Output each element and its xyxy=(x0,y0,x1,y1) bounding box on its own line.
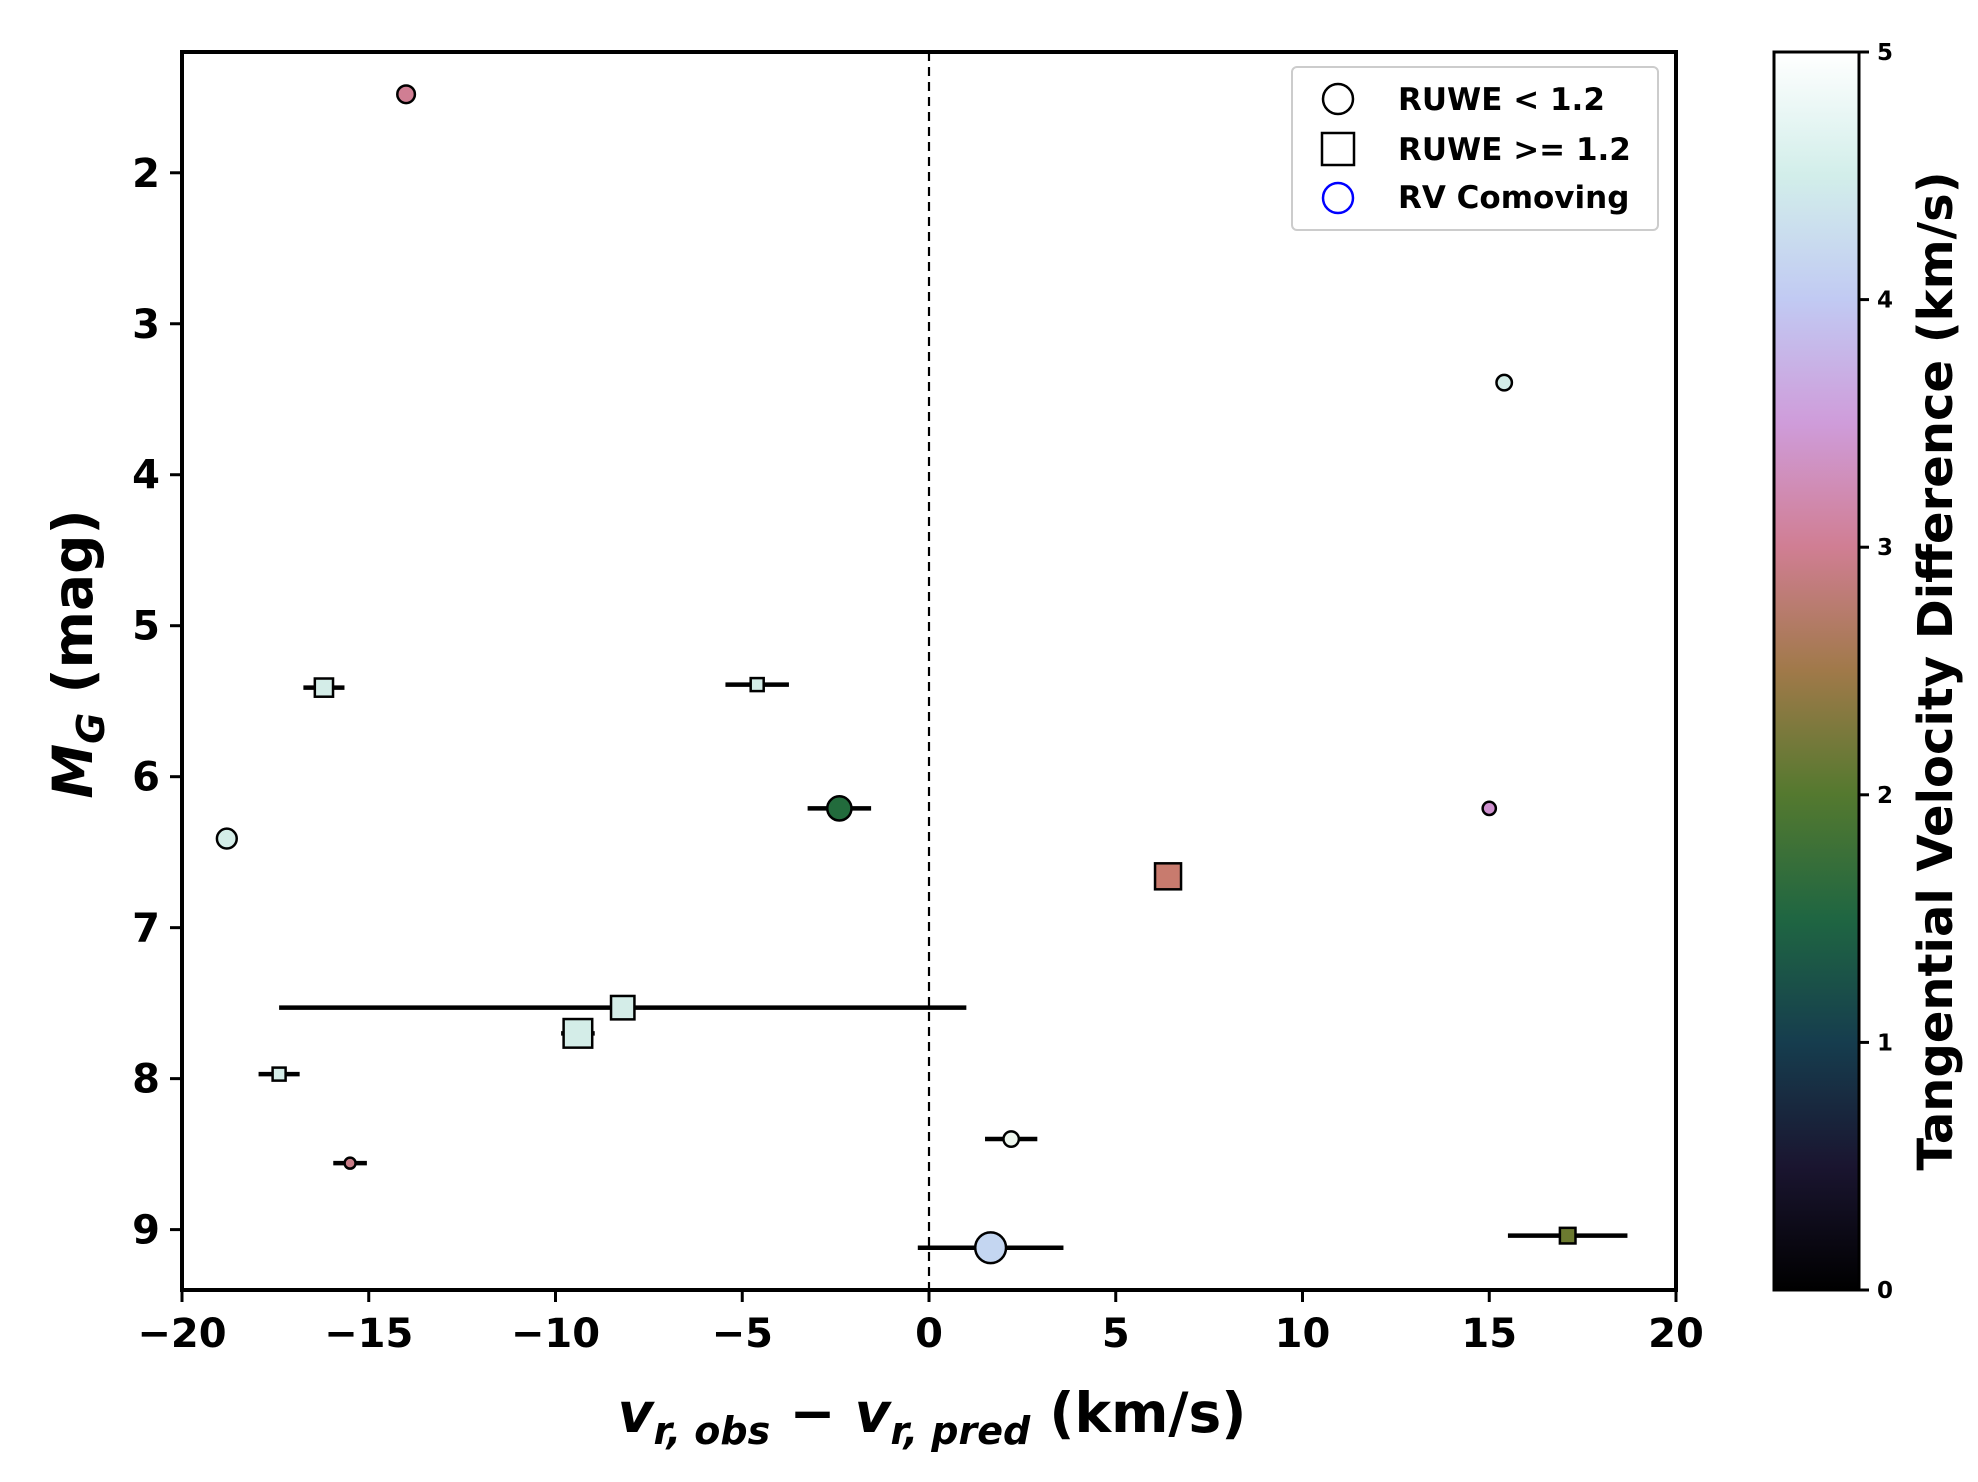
y-tick-label: 7 xyxy=(132,906,160,952)
colorbar-title: Tangential Velocity Difference (km/s) xyxy=(1908,171,1964,1170)
y-tick-label: 6 xyxy=(132,755,160,801)
x-tick-label: 0 xyxy=(915,1311,943,1357)
data-point-circle xyxy=(1002,1130,1021,1148)
y-tick-label: 3 xyxy=(132,302,160,348)
y-tick-label: 9 xyxy=(132,1208,160,1254)
x-tick-label: 15 xyxy=(1461,1311,1517,1357)
colorbar-tick-label: 5 xyxy=(1877,40,1893,66)
x-tick-label: 10 xyxy=(1275,1311,1331,1357)
y-tick-label: 8 xyxy=(132,1057,160,1103)
colorbar-tick-label: 3 xyxy=(1877,535,1893,561)
legend-label-ruwe-high: RUWE >= 1.2 xyxy=(1398,132,1631,168)
colorbar: 0 1 2 3 4 5 Tangential Velocity Difference (k… xyxy=(1772,40,1964,1304)
x-tick-label: −5 xyxy=(712,1311,773,1357)
data-point-square xyxy=(609,994,636,1021)
data-point-circle xyxy=(215,827,238,850)
legend-label-ruwe-low: RUWE < 1.2 xyxy=(1398,82,1605,118)
colorbar-gradient xyxy=(1772,50,1861,1292)
data-point-circle xyxy=(1495,373,1514,392)
data-point-circle xyxy=(1481,800,1498,817)
legend-rv-comoving-marker xyxy=(1321,181,1355,215)
colorbar-tick-label: 4 xyxy=(1877,288,1893,314)
data-point-circle xyxy=(343,1156,357,1170)
colorbar-tick-label: 1 xyxy=(1877,1030,1893,1056)
data-point-circle xyxy=(973,1231,1008,1265)
x-tick-label: 5 xyxy=(1102,1311,1130,1357)
y-axis-title: MG (mag) xyxy=(41,509,113,798)
x-tick-label: −10 xyxy=(511,1311,600,1357)
legend-box xyxy=(1291,66,1659,231)
x-tick-label: −20 xyxy=(137,1311,226,1357)
x-tick-label: 20 xyxy=(1648,1311,1704,1357)
data-point-square xyxy=(313,677,335,698)
legend-circle-marker xyxy=(1321,82,1355,116)
y-tick-label: 4 xyxy=(132,453,160,499)
colorbar-tick-label: 0 xyxy=(1877,1278,1893,1304)
colorbar-tick-label: 2 xyxy=(1877,783,1893,809)
data-point-square xyxy=(1558,1226,1577,1245)
y-axis: 2 3 4 5 6 7 8 9 xyxy=(132,151,182,1254)
legend: RUWE < 1.2 RUWE >= 1.2 RV Comoving xyxy=(1291,66,1659,231)
data-point-square xyxy=(749,676,765,693)
data-point-circle xyxy=(396,84,417,105)
y-tick-label: 5 xyxy=(132,604,160,650)
x-axis-title: vr, obs − vr, pred (km/s) xyxy=(618,1381,1247,1453)
plot-area xyxy=(180,50,1678,1292)
y-tick-label: 2 xyxy=(132,151,160,197)
legend-square-marker xyxy=(1320,131,1356,167)
x-axis: −20 −15 −10 −5 0 5 10 15 20 xyxy=(137,1290,1704,1357)
x-tick-label: −15 xyxy=(324,1311,413,1357)
data-point-circle xyxy=(826,795,853,822)
data-point-square xyxy=(1153,862,1183,891)
colorbar-ticks: 0 1 2 3 4 5 xyxy=(1859,40,1893,1304)
data-point-square xyxy=(562,1017,594,1049)
legend-label-rv-comoving: RV Comoving xyxy=(1398,180,1629,216)
data-point-square xyxy=(271,1066,287,1082)
